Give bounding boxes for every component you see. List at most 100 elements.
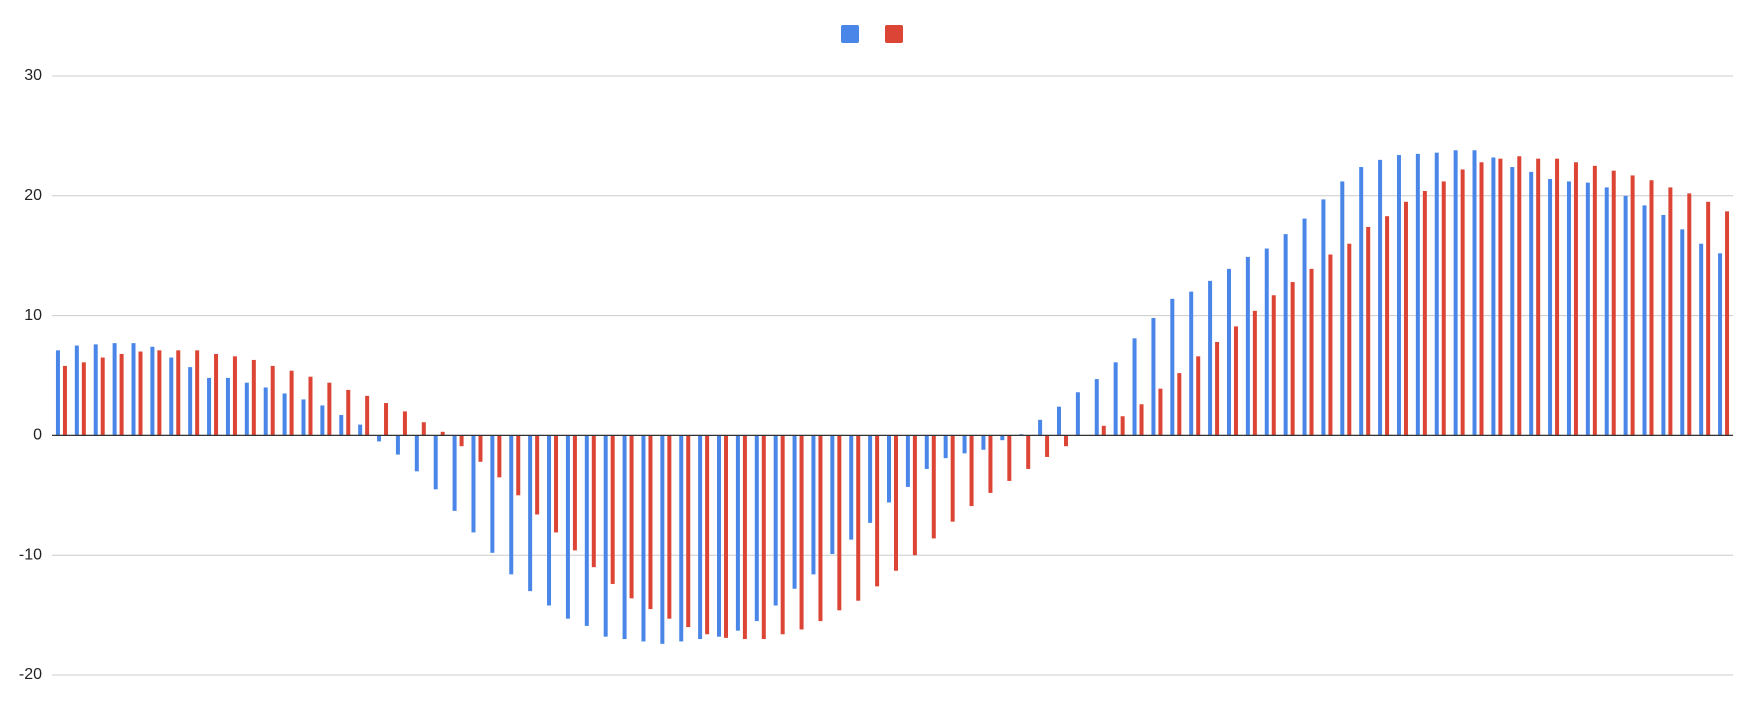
bar bbox=[1611, 170, 1616, 436]
bar bbox=[660, 435, 665, 644]
bar bbox=[1725, 211, 1730, 436]
bar bbox=[1132, 338, 1137, 436]
bar bbox=[490, 435, 495, 553]
bar bbox=[528, 435, 533, 592]
bar bbox=[1271, 295, 1276, 436]
bar bbox=[169, 357, 174, 436]
bar bbox=[414, 435, 419, 472]
bar bbox=[1347, 243, 1352, 436]
y-tick-label: -20 bbox=[19, 666, 42, 683]
bar bbox=[1094, 379, 1099, 436]
bar bbox=[452, 435, 457, 511]
bar bbox=[830, 435, 835, 555]
bar bbox=[62, 365, 67, 436]
bar bbox=[1699, 243, 1704, 436]
bar bbox=[1038, 419, 1043, 436]
bar bbox=[1566, 181, 1571, 436]
bar bbox=[1415, 153, 1420, 436]
bar bbox=[950, 435, 955, 522]
bar bbox=[471, 435, 476, 533]
bar bbox=[894, 435, 898, 571]
bar bbox=[591, 435, 596, 568]
bar bbox=[384, 403, 389, 436]
bar bbox=[924, 435, 929, 469]
bar bbox=[679, 435, 684, 642]
bar bbox=[1529, 171, 1534, 436]
bar bbox=[988, 435, 993, 493]
bar bbox=[1189, 291, 1194, 436]
bar bbox=[705, 435, 710, 635]
bar bbox=[509, 435, 514, 575]
y-tick-label: 20 bbox=[24, 187, 42, 204]
bar bbox=[1623, 195, 1628, 436]
y-tick-label: 0 bbox=[33, 427, 42, 444]
bar bbox=[358, 424, 363, 436]
bar bbox=[225, 377, 230, 436]
bar bbox=[761, 435, 766, 640]
bar bbox=[1026, 435, 1031, 469]
bar bbox=[1208, 280, 1213, 436]
bar bbox=[346, 389, 351, 436]
bar bbox=[1328, 254, 1333, 436]
bar bbox=[263, 387, 268, 436]
bar bbox=[1680, 229, 1685, 436]
bar bbox=[1555, 158, 1560, 436]
bar bbox=[1309, 268, 1314, 436]
legend-swatch bbox=[885, 25, 903, 43]
bar bbox=[1687, 193, 1692, 436]
bar bbox=[962, 435, 967, 454]
bar bbox=[93, 344, 98, 436]
bar bbox=[433, 435, 438, 490]
bar bbox=[289, 370, 294, 436]
bar bbox=[1604, 187, 1609, 436]
bar bbox=[497, 435, 502, 478]
y-tick-label: 30 bbox=[24, 67, 42, 84]
bar bbox=[119, 353, 124, 436]
bar bbox=[724, 435, 729, 638]
bar bbox=[1668, 187, 1673, 436]
bar bbox=[1498, 158, 1503, 436]
bar bbox=[603, 435, 608, 637]
bar bbox=[1649, 180, 1654, 436]
bar bbox=[157, 350, 162, 436]
bar bbox=[667, 435, 672, 619]
bar bbox=[1101, 425, 1106, 436]
bar bbox=[244, 382, 249, 436]
bar bbox=[535, 435, 540, 515]
bar bbox=[931, 435, 936, 539]
bar bbox=[1233, 326, 1238, 436]
bar bbox=[1453, 150, 1458, 436]
bar bbox=[1396, 155, 1401, 436]
bar bbox=[780, 435, 785, 635]
bar bbox=[459, 435, 464, 447]
bar bbox=[1321, 199, 1326, 436]
bar bbox=[1706, 201, 1711, 436]
bar bbox=[1264, 248, 1269, 436]
bar bbox=[176, 350, 181, 436]
bar bbox=[282, 393, 287, 436]
bar bbox=[856, 435, 861, 601]
bar bbox=[1472, 150, 1477, 436]
bar bbox=[308, 376, 313, 436]
bar bbox=[1007, 435, 1012, 481]
bar bbox=[1573, 162, 1578, 436]
bar bbox=[849, 435, 854, 540]
bar bbox=[811, 435, 816, 575]
bar bbox=[943, 435, 948, 459]
bar bbox=[195, 350, 200, 436]
bar bbox=[837, 435, 842, 611]
bar bbox=[1177, 373, 1182, 436]
bar bbox=[1226, 268, 1231, 436]
bar bbox=[402, 411, 407, 436]
bar bbox=[131, 343, 136, 436]
bar bbox=[1536, 158, 1541, 436]
bar bbox=[969, 435, 974, 507]
bar bbox=[1252, 310, 1257, 436]
bar bbox=[1196, 356, 1201, 436]
bar bbox=[686, 435, 691, 628]
bar bbox=[912, 435, 917, 556]
bar bbox=[377, 435, 382, 442]
bar bbox=[301, 399, 306, 436]
bar bbox=[270, 365, 275, 436]
